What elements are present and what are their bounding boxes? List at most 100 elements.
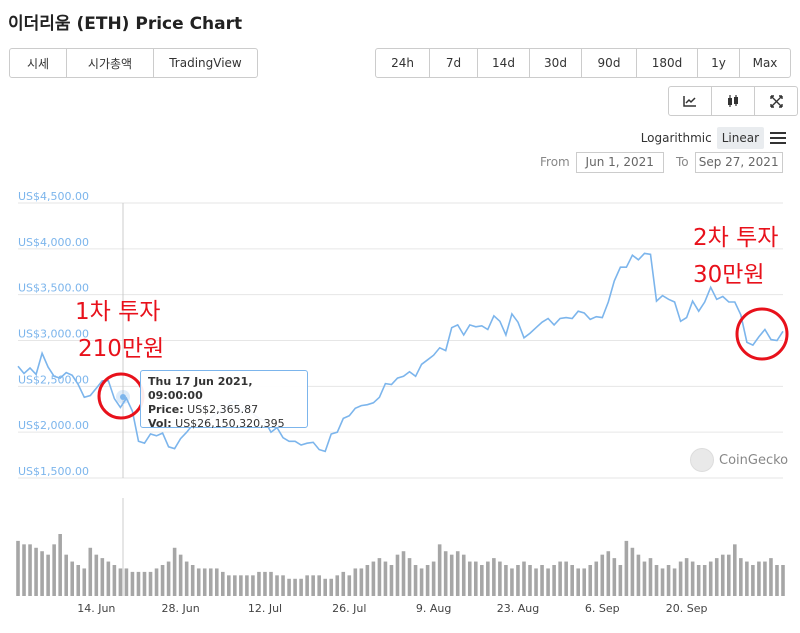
volume-bar — [16, 540, 20, 596]
tooltip-vol-label: Vol: — [148, 417, 172, 430]
volume-bar — [395, 554, 400, 596]
volume-bar — [251, 575, 255, 596]
volume-bar — [239, 575, 243, 596]
range-30d-button[interactable]: 30d — [530, 49, 582, 77]
volume-bar — [136, 571, 141, 596]
volume-bar — [142, 571, 147, 596]
volume-bar — [431, 561, 436, 596]
volume-bar — [558, 561, 562, 596]
volume-bar — [516, 565, 520, 596]
volume-bar — [82, 568, 87, 596]
menu-icon[interactable] — [770, 129, 786, 147]
volume-bar — [528, 565, 532, 596]
volume-bar — [202, 568, 207, 596]
date-range-to: To Sep 27, 2021 — [676, 152, 783, 173]
volume-bar — [196, 568, 201, 596]
volume-bar — [106, 561, 111, 596]
volume-bar — [498, 561, 502, 596]
volume-bar — [22, 544, 26, 596]
hover-point — [120, 394, 126, 400]
volume-bar — [263, 571, 267, 596]
tab-tradingview[interactable]: TradingView — [169, 56, 242, 70]
volume-bar — [540, 565, 544, 596]
from-date-input[interactable]: Jun 1, 2021 — [575, 152, 664, 173]
volume-bar — [52, 544, 56, 596]
volume-bar — [257, 571, 261, 596]
volume-bar — [733, 544, 737, 596]
volume-bar — [365, 565, 370, 596]
volume-bar — [221, 571, 225, 596]
volume-bar — [437, 544, 442, 596]
range-max-button[interactable]: Max — [752, 56, 778, 70]
volume-bar — [769, 558, 773, 596]
line-chart-icon[interactable] — [669, 87, 712, 115]
volume-bar — [630, 547, 635, 596]
volume-bar — [34, 547, 38, 596]
scale-logarithmic[interactable]: Logarithmic — [640, 131, 712, 145]
volume-bar — [353, 568, 358, 596]
volume-bar — [443, 551, 448, 596]
volume-bar — [534, 568, 538, 596]
tooltip-date: Thu 17 Jun 2021, 09:00:00 — [148, 375, 253, 402]
tooltip-volume: US$26,150,320,395 — [175, 417, 285, 430]
y-tick-label: US$2,000.00 — [18, 419, 89, 432]
volume-bar — [648, 558, 653, 596]
range-90d-button[interactable]: 90d — [582, 49, 637, 77]
date-range-from: From Jun 1, 2021 — [540, 152, 664, 173]
coingecko-watermark: CoinGecko — [690, 448, 788, 472]
volume-bar — [612, 558, 617, 596]
scale-linear[interactable]: Linear — [716, 127, 764, 149]
volume-bar — [714, 558, 719, 596]
volume-bar — [100, 558, 105, 596]
volume-bar — [461, 554, 466, 596]
volume-bar — [148, 571, 153, 596]
to-date-input[interactable]: Sep 27, 2021 — [694, 152, 783, 173]
volume-bar — [341, 571, 346, 596]
volume-bar — [510, 568, 514, 596]
volume-bar — [522, 561, 526, 596]
y-tick-label: US$1,500.00 — [18, 465, 89, 478]
x-tick-label: 23. Aug — [497, 602, 539, 615]
annotation-2-title: 2차 투자 — [693, 225, 779, 251]
volume-bar — [46, 554, 50, 596]
volume-bar — [696, 565, 701, 596]
x-tick-label: 28. Jun — [162, 602, 200, 615]
volume-bar — [299, 578, 303, 596]
volume-bar — [763, 561, 767, 596]
volume-bar — [708, 561, 713, 596]
volume-bar — [546, 568, 550, 596]
volume-bar — [720, 554, 725, 596]
volume-bar — [323, 578, 327, 596]
volume-bar — [678, 561, 683, 596]
volume-bar — [130, 571, 135, 596]
volume-bar — [781, 565, 785, 596]
volume-bar — [293, 578, 297, 596]
range-14d-button[interactable]: 14d — [478, 49, 530, 77]
tab-market-cap[interactable]: 시가총액 — [67, 49, 154, 77]
range-group: 24h 7d 14d 30d 90d 180d 1y Max — [375, 48, 791, 78]
volume-bar — [757, 561, 761, 596]
volume-bar — [281, 575, 285, 596]
expand-icon[interactable] — [755, 87, 797, 115]
candlestick-icon[interactable] — [712, 87, 755, 115]
page-title: 이더리움 (ETH) Price Chart — [8, 14, 243, 34]
volume-bar — [582, 568, 587, 596]
scale-toggle: Logarithmic Linear — [636, 127, 786, 149]
range-7d-button[interactable]: 7d — [430, 49, 478, 77]
volume-bar — [94, 554, 99, 596]
volume-bar — [166, 561, 171, 596]
range-24h-button[interactable]: 24h — [376, 49, 430, 77]
volume-bar — [672, 568, 677, 596]
range-1y-button[interactable]: 1y — [698, 49, 740, 77]
range-180d-button[interactable]: 180d — [637, 49, 698, 77]
volume-bar — [504, 565, 508, 596]
volume-bar — [124, 568, 129, 596]
volume-bar — [269, 571, 273, 596]
x-tick-label: 6. Sep — [585, 602, 620, 615]
annotation-circle-2 — [735, 307, 789, 361]
volume-bar — [745, 561, 749, 596]
coingecko-logo-icon — [690, 448, 714, 472]
tab-price[interactable]: 시세 — [10, 49, 67, 77]
volume-bar — [214, 568, 219, 596]
